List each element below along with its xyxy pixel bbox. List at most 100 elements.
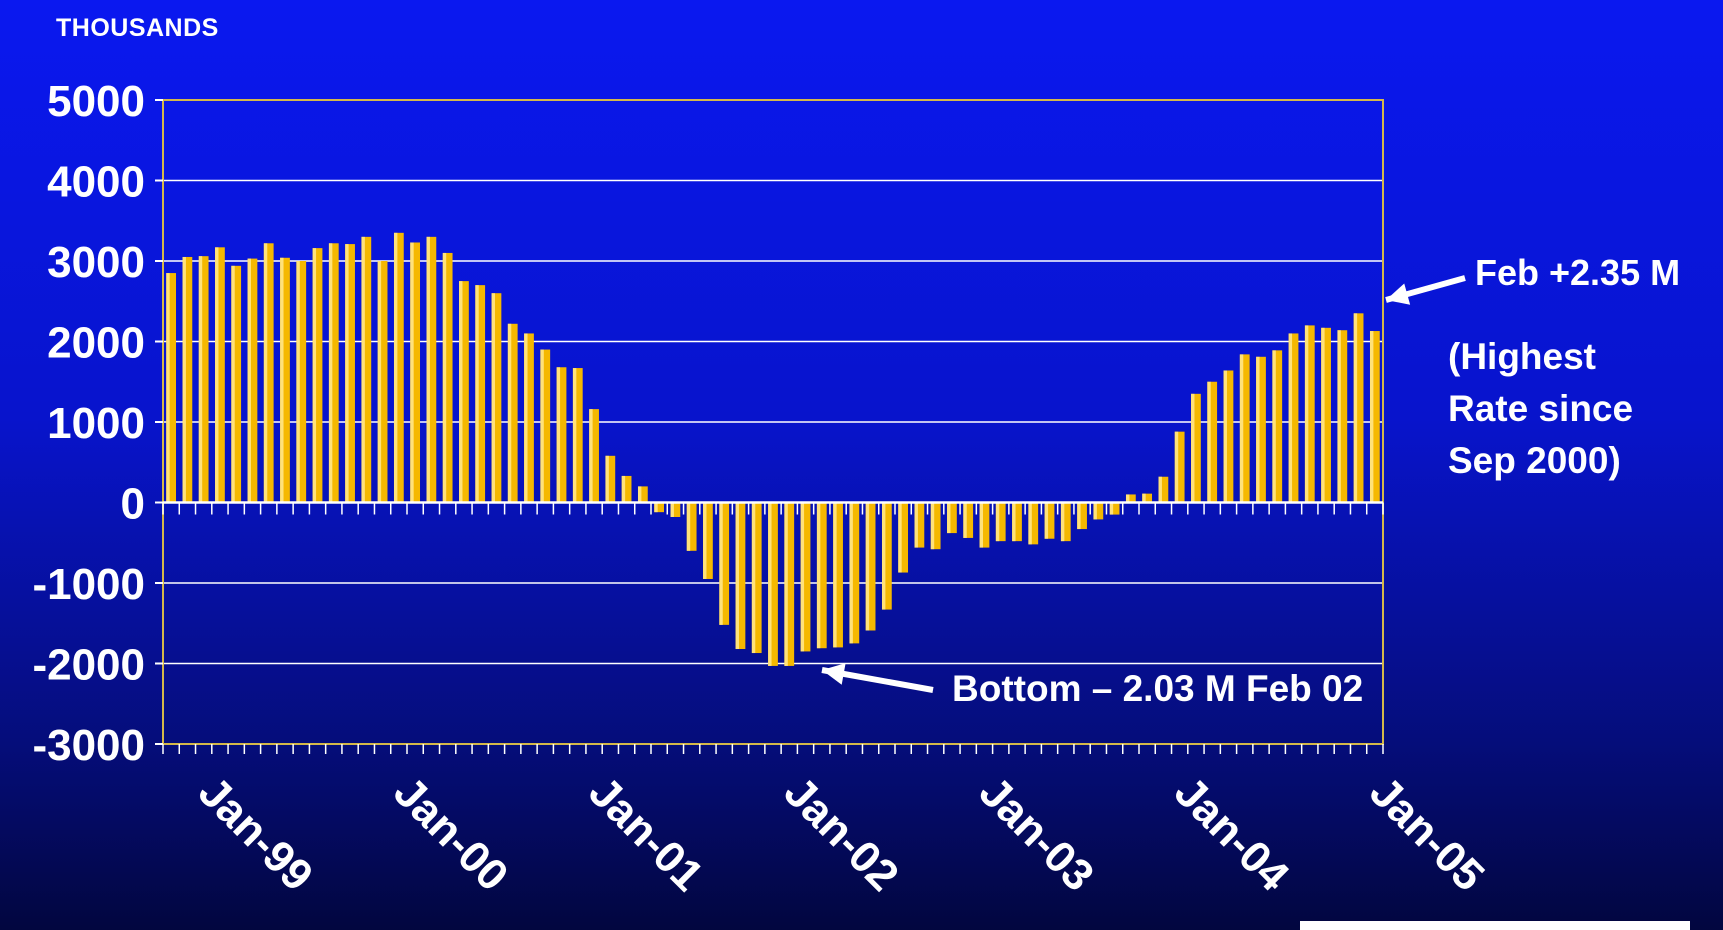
x-tick-label: Jan-02 — [775, 767, 908, 900]
bar — [1337, 330, 1348, 503]
bar — [1060, 502, 1071, 542]
bar — [524, 333, 534, 503]
bar — [800, 502, 811, 652]
bar — [166, 273, 177, 503]
bar — [1304, 325, 1315, 503]
bar — [1012, 502, 1022, 542]
bar — [654, 502, 665, 513]
y-tick-label: 1000 — [47, 399, 145, 448]
bar — [995, 502, 1006, 542]
bar — [1288, 333, 1299, 503]
bar — [719, 502, 730, 625]
bar — [605, 455, 616, 503]
annotation-highest-line-3: Sep 2000) — [1448, 440, 1621, 481]
bar — [881, 502, 892, 610]
annotation-feb: Feb +2.35 M — [1475, 252, 1681, 293]
bar — [507, 323, 518, 503]
bar — [768, 502, 778, 666]
bar — [914, 502, 925, 548]
y-tick-label: 4000 — [47, 158, 145, 207]
y-tick-label: 2000 — [47, 319, 145, 368]
bar — [296, 261, 307, 503]
bar — [231, 265, 242, 503]
bar — [312, 248, 323, 503]
bar — [751, 502, 762, 654]
bar — [816, 502, 827, 649]
bar — [703, 502, 713, 579]
bar — [621, 475, 632, 503]
bar — [182, 256, 193, 503]
bar — [589, 409, 599, 503]
bar — [1239, 354, 1250, 503]
bar — [833, 502, 843, 648]
bar — [540, 349, 551, 503]
bar — [930, 502, 941, 550]
bar — [898, 502, 909, 573]
decorative-strip — [1300, 921, 1690, 930]
x-tick-label: Jan-05 — [1360, 767, 1493, 900]
arrow-bottom-head — [822, 663, 846, 685]
bar — [1174, 431, 1185, 503]
arrow-feb-head — [1386, 283, 1411, 305]
annotation-highest-line-2: Rate since — [1448, 388, 1634, 429]
x-tick-label: Jan-01 — [579, 767, 712, 900]
bar — [263, 243, 274, 503]
y-tick-label: 3000 — [47, 238, 145, 287]
bar — [247, 258, 258, 503]
x-tick-label: Jan-04 — [1165, 767, 1299, 901]
bar — [1256, 356, 1266, 503]
bar — [1223, 370, 1234, 503]
bar — [1272, 350, 1283, 503]
bar — [1191, 393, 1201, 503]
bar — [393, 232, 404, 503]
bar — [198, 256, 209, 503]
y-tick-label: -1000 — [32, 560, 145, 609]
bar — [686, 502, 697, 551]
bar — [1028, 502, 1039, 545]
y-tick-label: 0 — [121, 480, 145, 529]
annotation-bottom: Bottom – 2.03 M Feb 02 — [952, 668, 1364, 709]
y-tick-label: -2000 — [32, 641, 145, 690]
bar — [784, 502, 795, 666]
bar — [1207, 381, 1218, 503]
bar — [1044, 502, 1055, 539]
x-tick-label: Jan-00 — [384, 767, 517, 900]
bar — [1158, 476, 1169, 503]
x-tick-label: Jan-99 — [189, 767, 322, 900]
bar — [328, 243, 339, 503]
units-label: THOUSANDS — [56, 14, 219, 42]
bar — [1077, 502, 1087, 530]
bar — [979, 502, 990, 548]
bar — [345, 244, 355, 503]
bar — [426, 236, 437, 503]
bar — [572, 368, 583, 503]
bar — [1369, 331, 1380, 503]
bar — [556, 367, 567, 503]
bar — [361, 236, 372, 503]
annotation-highest-rate: (Highest Rate since Sep 2000) — [1448, 331, 1633, 487]
bar — [963, 502, 974, 538]
bar — [215, 247, 225, 503]
bar — [670, 502, 681, 517]
y-tick-label: -3000 — [32, 721, 145, 770]
y-tick-label: 5000 — [47, 77, 145, 126]
bar — [442, 252, 453, 503]
bar — [947, 502, 957, 534]
x-tick-label: Jan-03 — [970, 767, 1103, 900]
bar — [735, 502, 746, 650]
bar — [410, 242, 421, 503]
bar — [377, 261, 388, 503]
bar — [491, 293, 502, 503]
bar — [637, 486, 648, 503]
bar — [1321, 327, 1331, 503]
annotation-highest-line-1: (Highest — [1448, 336, 1596, 377]
bar — [459, 281, 469, 503]
bar — [1142, 493, 1153, 503]
bar — [849, 502, 860, 644]
bar — [1125, 494, 1136, 503]
bar — [475, 285, 486, 503]
bar — [865, 502, 876, 631]
bar — [1353, 313, 1364, 503]
bar — [1093, 502, 1104, 520]
